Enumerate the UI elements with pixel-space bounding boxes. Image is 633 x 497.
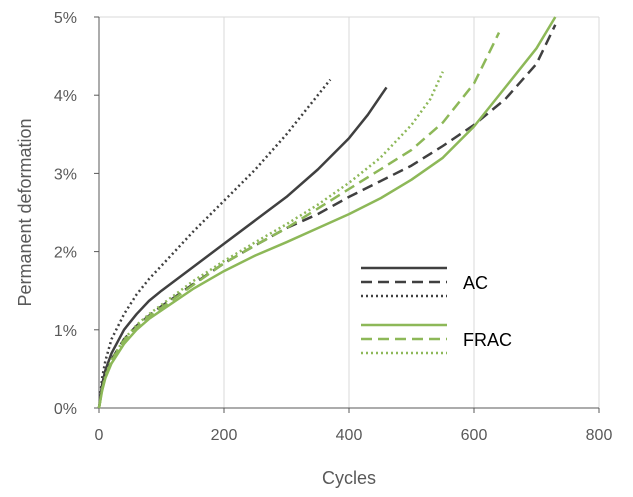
series-line-ac-dotted [97, 78, 332, 409]
gridlines [99, 16, 600, 408]
x-tick-label: 600 [461, 427, 488, 444]
y-tick-label: 4% [54, 88, 77, 105]
y-tick-label: 2% [54, 245, 77, 262]
legend-label-ac: AC [463, 273, 488, 293]
y-tick-label: 3% [54, 166, 77, 183]
series-line-frac-dashed [97, 32, 501, 409]
legend: AC FRAC [361, 266, 512, 355]
y-axis-title: Permanent deformation [15, 118, 35, 306]
x-tick-label: 800 [586, 427, 613, 444]
series-lines [97, 16, 557, 409]
tick-labels: 0 200 400 600 800 0% 1% 2% 3% 4% 5% [54, 10, 613, 444]
x-axis-title: Cycles [322, 468, 376, 488]
series-line-frac-solid [97, 16, 557, 409]
y-tick-label: 5% [54, 10, 77, 27]
legend-label-frac: FRAC [463, 330, 512, 350]
series-line-frac-dotted [97, 71, 444, 409]
y-tick-label: 0% [54, 401, 77, 418]
y-tick-label: 1% [54, 323, 77, 340]
series-line-ac-solid [97, 86, 388, 409]
x-tick-label: 400 [336, 427, 363, 444]
x-tick-label: 200 [211, 427, 238, 444]
axes [94, 16, 600, 413]
x-tick-label: 0 [95, 427, 104, 444]
